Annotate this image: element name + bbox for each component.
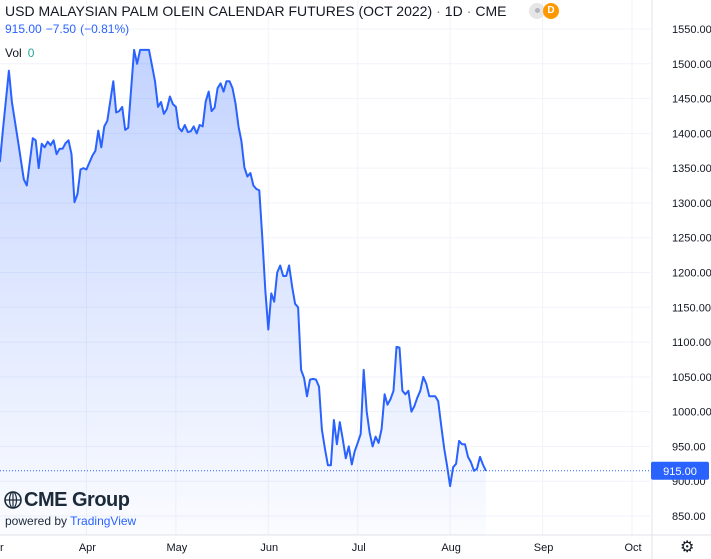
volume-label: Vol xyxy=(5,46,22,60)
cme-globe-icon xyxy=(4,491,22,509)
price-change: −7.50 xyxy=(45,22,77,36)
price-area-fill xyxy=(0,49,486,535)
volume-legend: Vol 0 xyxy=(5,46,34,60)
y-tick-label: 1200.00 xyxy=(672,268,711,280)
y-tick-label: 950.00 xyxy=(672,441,706,453)
tradingview-link[interactable]: TradingView xyxy=(70,514,137,528)
y-tick-label: 1450.00 xyxy=(672,94,711,106)
x-tick-label: Aug xyxy=(441,542,461,554)
last-price: 915.00 xyxy=(5,22,42,36)
delayed-badge[interactable]: D xyxy=(543,3,559,19)
last-price-text: 915.00 xyxy=(663,466,697,478)
volume-value: 0 xyxy=(27,46,35,60)
y-tick-label: 1400.00 xyxy=(672,128,711,140)
last-price-box xyxy=(651,461,709,480)
separator: · xyxy=(466,3,472,19)
last-price-label: 915.00 xyxy=(651,461,709,480)
price-change-pct: (−0.81%) xyxy=(80,22,130,36)
interval[interactable]: 1D xyxy=(444,3,463,19)
exchange: CME xyxy=(475,3,507,19)
x-tick-label: Oct xyxy=(624,542,641,554)
x-axis[interactable]: r Apr May Jun Jul Aug Sep Oct xyxy=(0,542,642,554)
x-tick-label: May xyxy=(166,542,187,554)
y-tick-label: 850.00 xyxy=(672,511,706,523)
y-tick-label: 1250.00 xyxy=(672,233,711,245)
powered-by-text: powered by xyxy=(5,514,68,528)
y-tick-label: 1500.00 xyxy=(672,59,711,71)
cme-group-logo: CME Group xyxy=(24,489,130,511)
price-legend: 915.00 −7.50 (−0.81%) xyxy=(5,22,133,36)
y-tick-label: 1350.00 xyxy=(672,163,711,175)
y-tick-label: 1300.00 xyxy=(672,198,711,210)
price-line xyxy=(0,48,487,488)
y-tick-label: 1550.00 xyxy=(672,24,711,36)
y-tick-label: 1000.00 xyxy=(672,407,711,419)
x-tick-label: Sep xyxy=(534,542,554,554)
y-tick-label: 1100.00 xyxy=(672,337,711,349)
powered-by-tradingview[interactable]: powered by TradingView xyxy=(5,514,136,528)
chart-title: USD MALAYSIAN PALM OLEIN CALENDAR FUTURE… xyxy=(5,3,506,19)
y-tick-label: 1050.00 xyxy=(672,372,711,384)
symbol-title: USD MALAYSIAN PALM OLEIN CALENDAR FUTURE… xyxy=(5,3,433,19)
x-tick-label: Apr xyxy=(79,542,96,554)
x-tick-label: Jun xyxy=(260,542,278,554)
y-tick-label: 1150.00 xyxy=(672,302,711,314)
x-tick-label: Jul xyxy=(352,542,366,554)
y-axis[interactable]: 1550.00 1500.00 1450.00 1400.00 1350.00 1300.… xyxy=(672,24,711,523)
x-tick-label: r xyxy=(0,542,4,554)
gear-icon[interactable]: ⚙ xyxy=(680,539,695,556)
status-dot-icon[interactable] xyxy=(529,3,545,19)
separator: · xyxy=(436,3,441,19)
